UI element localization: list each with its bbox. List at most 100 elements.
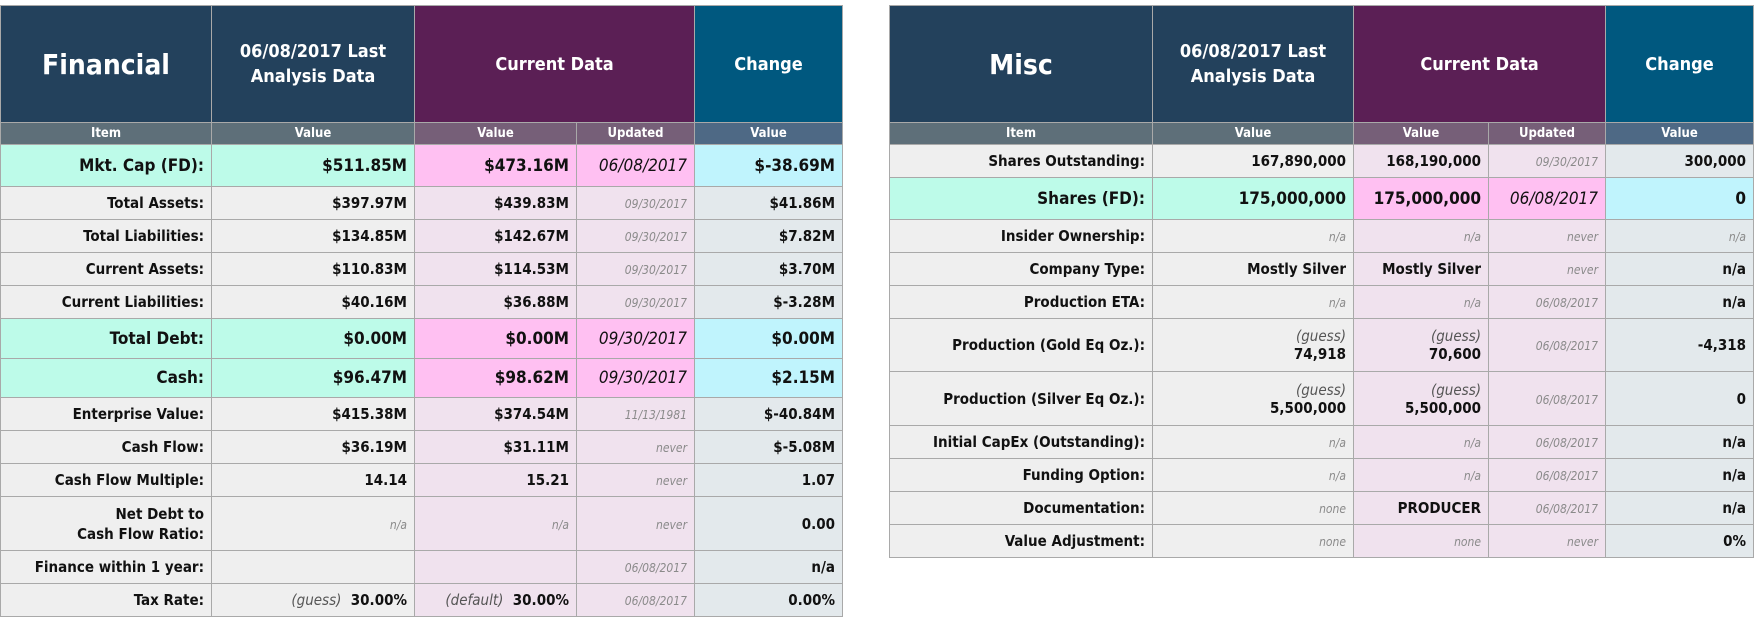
table-row: Initial CapEx (Outstanding): n/a n/a 06/08/… xyxy=(889,425,1754,459)
subheader-current-value: Value xyxy=(1353,122,1489,145)
last-value: $96.47M xyxy=(211,358,415,398)
cell-text: $40.16M xyxy=(341,293,407,311)
cell-text: Mostly Silver xyxy=(1382,260,1481,278)
change-value: 1.07 xyxy=(694,463,844,497)
cell-text: Insider Ownership: xyxy=(1000,227,1145,245)
cell-text: 06/08/2017 xyxy=(1535,296,1599,310)
table-row: Funding Option: n/a n/a 06/08/2017 n/a xyxy=(889,458,1754,492)
table-row: Net Debt to Cash Flow Ratio: n/a n/a never 0.… xyxy=(0,496,844,551)
last-value: (guess) 5,500,000 xyxy=(1152,371,1354,426)
updated-date: 09/30/2017 xyxy=(575,186,696,220)
change-value: 0.00 xyxy=(694,496,844,551)
current-value: n/a xyxy=(1353,219,1489,253)
table-title: Financial xyxy=(0,5,212,123)
current-value: n/a xyxy=(1353,458,1489,492)
cell-text: 06/08/2017 xyxy=(1535,469,1599,483)
cell-text: 0.00 xyxy=(801,514,836,533)
cell-text: n/a xyxy=(811,558,836,576)
subheader-last-value: Value xyxy=(211,122,415,145)
item-label: Cash Flow Multiple: xyxy=(0,463,212,497)
last-value: n/a xyxy=(1152,425,1354,459)
cell-text: n/a xyxy=(1463,230,1481,244)
cell-text: 09/30/2017 xyxy=(624,296,688,310)
item-label: Current Liabilities: xyxy=(0,285,212,319)
cell-text: 30.00% xyxy=(350,591,407,609)
change-header: Change xyxy=(694,5,844,123)
cell-text: Production ETA: xyxy=(1023,293,1145,311)
cell-text: $3.70M xyxy=(778,260,836,278)
current-value: (guess) 70,600 xyxy=(1353,318,1489,372)
change-value: n/a xyxy=(1605,458,1754,492)
cell-text: 06/08/2017 xyxy=(1535,392,1599,407)
cell-text: 09/30/2017 xyxy=(598,328,688,349)
cell-text: Shares (FD): xyxy=(1037,188,1145,209)
last-value: 175,000,000 xyxy=(1152,177,1354,220)
change-value: n/a xyxy=(694,550,844,584)
cell-text: $0.00M xyxy=(343,328,407,349)
cell-text: $-3.28M xyxy=(773,293,836,311)
item-label: Documentation: xyxy=(889,491,1153,525)
table-row: Company Type: Mostly Silver Mostly Silver n… xyxy=(889,252,1754,286)
cell-text: Company Type: xyxy=(1029,260,1145,278)
table-row: Production (Gold Eq Oz.): (guess) 74,918 (g… xyxy=(889,318,1754,372)
cell-text: Production (Silver Eq Oz.): xyxy=(943,389,1145,408)
cell-text: 09/30/2017 xyxy=(624,263,688,277)
cell-text: $397.97M xyxy=(332,194,407,212)
cell-text: Cash: xyxy=(156,368,204,388)
guess-qualifier: (guess) xyxy=(1430,380,1481,399)
item-label: Cash Flow: xyxy=(0,430,212,464)
cell-text: 0 xyxy=(1736,389,1747,408)
last-analysis-header: 06/08/2017 Last Analysis Data xyxy=(211,5,415,123)
cell-text: 175,000,000 xyxy=(1373,188,1481,209)
last-value: $415.38M xyxy=(211,397,415,431)
subheader-item: Item xyxy=(0,122,212,145)
item-label: Current Assets: xyxy=(0,252,212,286)
cell-text: -4,318 xyxy=(1697,336,1747,354)
table-row: Cash: $96.47M $98.62M 09/30/2017 $2.15M xyxy=(0,358,844,398)
cell-text: $36.19M xyxy=(341,438,407,456)
table-row: Current Liabilities: $40.16M $36.88M 09/30/… xyxy=(0,285,844,319)
cell-text: $7.82M xyxy=(778,227,836,245)
cell-text: $439.83M xyxy=(494,194,569,212)
cell-text: never xyxy=(656,441,688,455)
item-label: Production (Silver Eq Oz.): xyxy=(889,371,1153,426)
cell-text: n/a xyxy=(1722,293,1747,311)
misc-table: Misc 06/08/2017 Last Analysis Data Curre… xyxy=(889,5,1754,558)
table-row: Current Assets: $110.83M $114.53M 09/30/201… xyxy=(0,252,844,286)
item-label: Production (Gold Eq Oz.): xyxy=(889,318,1153,372)
change-value: n/a xyxy=(1605,285,1754,319)
item-label: Company Type: xyxy=(889,252,1153,286)
last-value: $397.97M xyxy=(211,186,415,220)
updated-date: never xyxy=(575,430,696,464)
subheader-change-value: Value xyxy=(1605,122,1754,145)
last-value: 167,890,000 xyxy=(1152,144,1354,178)
last-value: none xyxy=(1152,524,1354,558)
cell-text: 06/08/2017 xyxy=(1535,339,1599,353)
cell-text: $41.86M xyxy=(769,194,836,212)
subheader-updated: Updated xyxy=(575,122,696,145)
cell-text: 06/08/2017 xyxy=(1535,502,1599,516)
cell-text: Current Assets: xyxy=(85,260,204,278)
updated-date: 09/30/2017 xyxy=(1487,144,1607,178)
current-value: n/a xyxy=(1353,285,1489,319)
cell-text: 5,500,000 xyxy=(1405,398,1481,417)
cell-text: 167,890,000 xyxy=(1251,152,1346,170)
last-value: 14.14 xyxy=(211,463,415,497)
cell-text: n/a xyxy=(551,517,569,532)
last-value: none xyxy=(1152,491,1354,525)
updated-date: 09/30/2017 xyxy=(575,358,696,398)
cell-text: 09/30/2017 xyxy=(624,197,688,211)
updated-date: 09/30/2017 xyxy=(575,318,696,359)
current-value: n/a xyxy=(414,496,577,551)
updated-date: never xyxy=(575,496,696,551)
cell-text: Documentation: xyxy=(1023,499,1145,517)
updated-date: 06/08/2017 xyxy=(1487,425,1607,459)
cell-text: Total Assets: xyxy=(107,194,204,212)
cell-text: n/a xyxy=(1328,230,1346,244)
cell-text: n/a xyxy=(1463,436,1481,450)
cell-text: n/a xyxy=(1328,436,1346,450)
change-value: 300,000 xyxy=(1605,144,1754,178)
cell-text: 06/08/2017 xyxy=(624,561,688,575)
item-label: Net Debt to Cash Flow Ratio: xyxy=(0,496,212,551)
change-value: n/a xyxy=(1605,219,1754,253)
